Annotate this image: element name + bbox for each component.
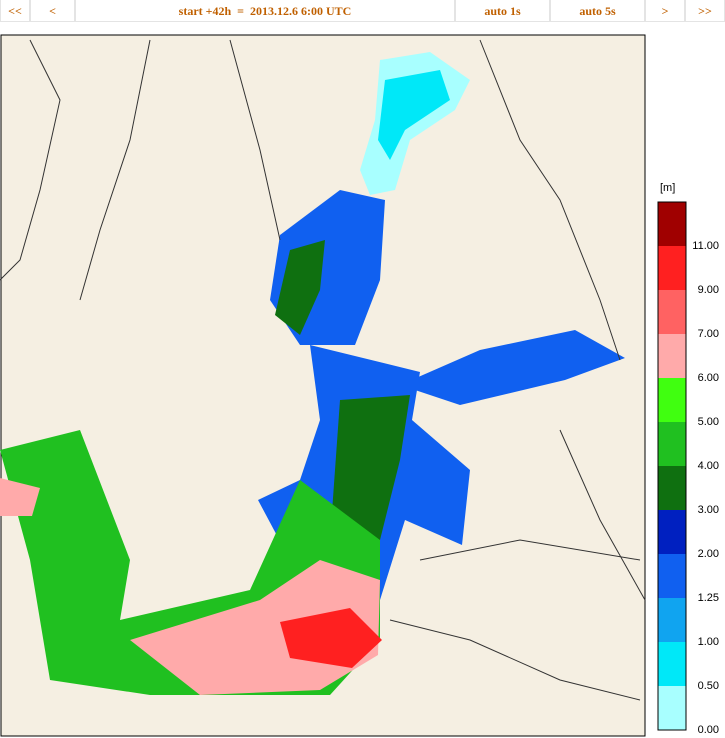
sea-skagerrak-pink — [0, 478, 40, 516]
sea-bothnian-green — [275, 240, 325, 335]
legend-swatch — [658, 466, 686, 510]
legend-label: 1.25 — [698, 592, 719, 604]
coastlines — [0, 39, 646, 701]
legend-label: 0.50 — [698, 680, 719, 692]
legend-border — [657, 201, 687, 731]
legend-swatch — [658, 554, 686, 598]
legend-label: 11.00 — [692, 240, 719, 252]
legend-label: 0.00 — [698, 724, 719, 736]
nav-button[interactable]: auto 5s — [550, 0, 645, 22]
sea-south-red — [280, 608, 382, 668]
legend-label: 7.00 — [698, 328, 719, 340]
legend-label: 9.00 — [698, 284, 719, 296]
legend-swatch — [658, 422, 686, 466]
nav-button[interactable]: < — [30, 0, 75, 22]
sea-bothnian-bay-core — [378, 70, 450, 160]
sea-gulf-finland — [400, 330, 625, 405]
legend-swatch — [658, 642, 686, 686]
legend-label: 4.00 — [698, 460, 719, 472]
toolbar: << < start +42h = 2013.12.6 6:00 UTC auto 1… — [0, 0, 725, 24]
legend-swatch — [658, 686, 686, 730]
nav-button[interactable]: > — [645, 0, 685, 22]
nav-button[interactable]: start +42h = 2013.12.6 6:00 UTC — [75, 0, 455, 22]
legend-swatch — [658, 334, 686, 378]
nav-button[interactable]: auto 1s — [455, 0, 550, 22]
legend: [m] 11.00 9.00 7.00 6.00 5.00 4.00 3.00 2.00 1.2… — [657, 182, 719, 736]
legend-swatch — [658, 598, 686, 642]
legend-swatch — [658, 290, 686, 334]
legend-label: 5.00 — [698, 416, 719, 428]
legend-swatch — [658, 510, 686, 554]
legend-label: 3.00 — [698, 504, 719, 516]
legend-swatch — [658, 378, 686, 422]
legend-label: 6.00 — [698, 372, 719, 384]
legend-label: 1.00 — [698, 636, 719, 648]
map — [0, 34, 646, 737]
legend-unit: [m] — [660, 182, 675, 194]
legend-label: 2.00 — [698, 548, 719, 560]
legend-swatch — [658, 202, 686, 246]
sea-main-green — [330, 395, 410, 540]
legend-swatch — [658, 246, 686, 290]
nav-button[interactable]: << — [0, 0, 30, 22]
